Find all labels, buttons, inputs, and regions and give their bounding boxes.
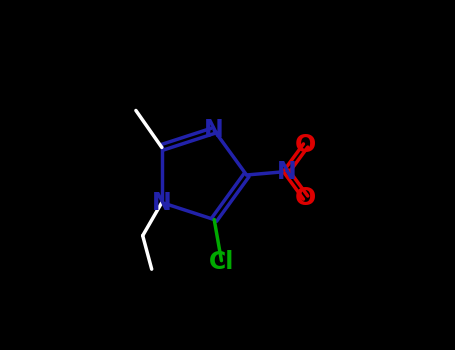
Text: N: N (204, 118, 224, 142)
Text: N: N (152, 190, 172, 215)
Text: N: N (277, 160, 296, 183)
Text: O: O (295, 133, 316, 158)
Text: Cl: Cl (209, 250, 234, 274)
Text: O: O (295, 186, 316, 210)
